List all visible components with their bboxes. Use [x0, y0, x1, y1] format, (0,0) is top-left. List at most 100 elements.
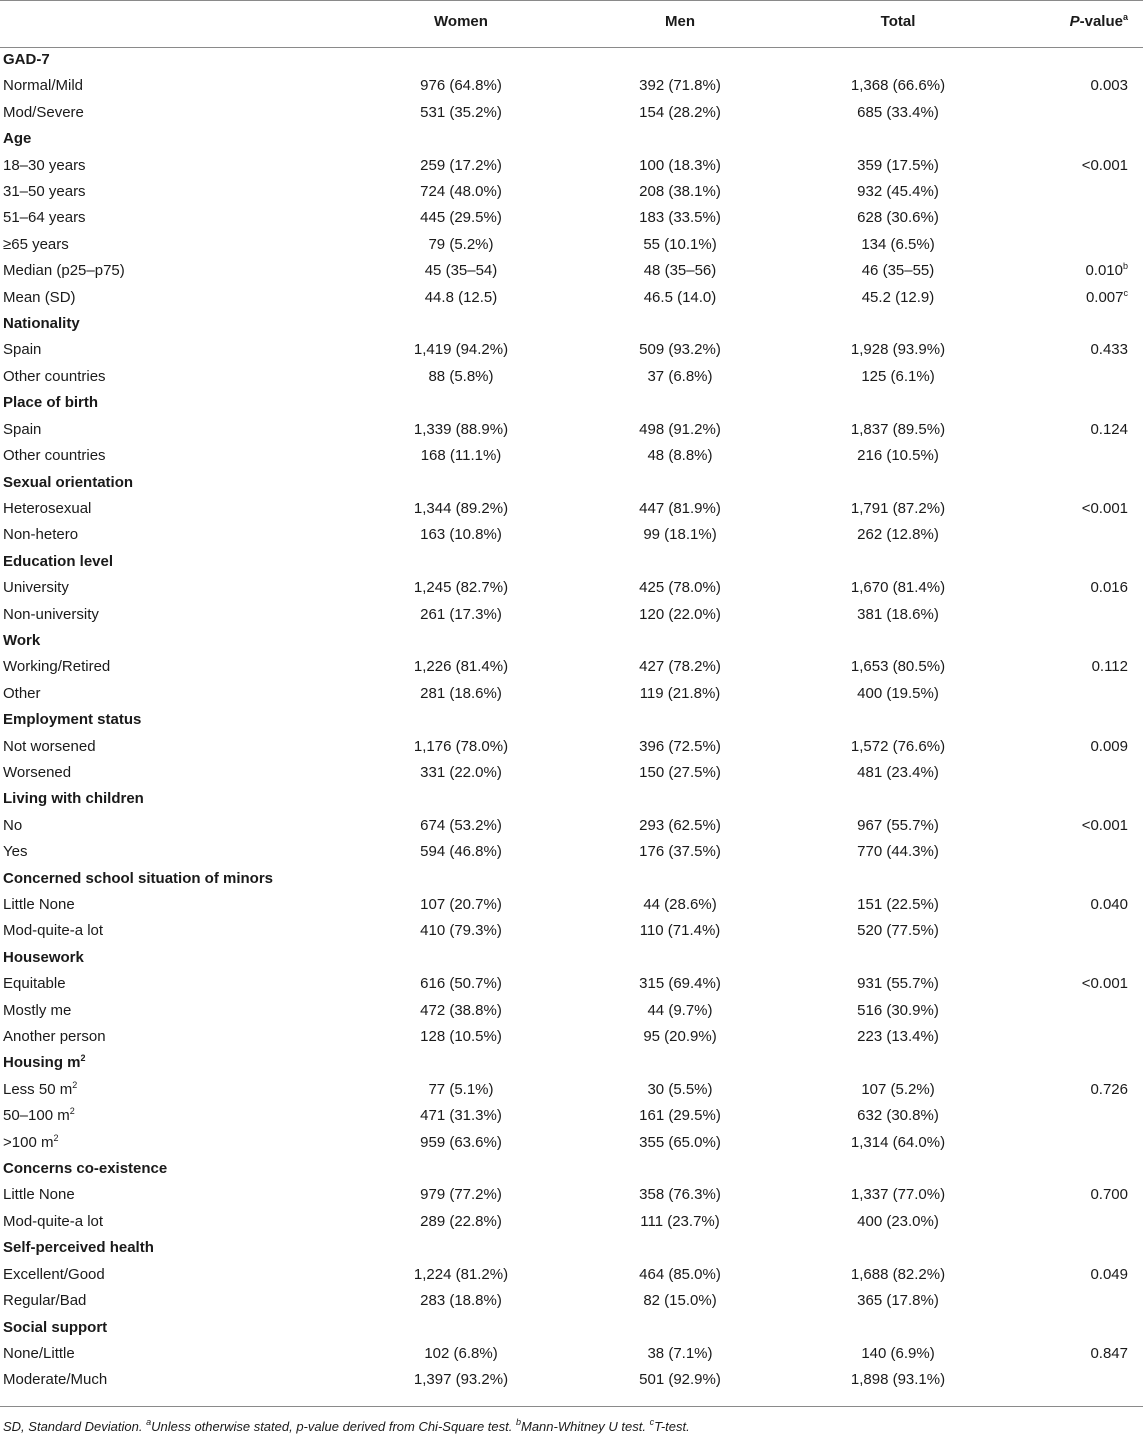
total-value: 1,688 (82.2%) — [798, 1262, 998, 1288]
header-pvalue-sup: a — [1122, 12, 1128, 22]
table-row: Less 50 m2 77 (5.1%) 30 (5.5%) 107 (5.2%) 0.… — [0, 1077, 1143, 1103]
table-row: Yes 594 (46.8%) 176 (37.5%) 770 (44.3%) — [0, 839, 1143, 865]
header-women: Women — [434, 13, 488, 30]
section-label: Self-perceived health — [0, 1235, 360, 1261]
p-value — [998, 1024, 1143, 1050]
men-value: 99 (18.1%) — [562, 522, 798, 548]
p-value: 0.124 — [998, 417, 1143, 443]
men-value: 95 (20.9%) — [562, 1024, 798, 1050]
footnote-sup-c: c — [649, 1417, 655, 1427]
row-label-text: None/Little — [3, 1344, 75, 1362]
women-value: 1,245 (82.7%) — [360, 575, 562, 601]
men-value-text: 425 (78.0%) — [639, 579, 721, 597]
table-row: Working/Retired 1,226 (81.4%) 427 (78.2%) 1… — [0, 654, 1143, 680]
section-row: Housework — [0, 945, 1143, 971]
men-value: 154 (28.2%) — [562, 100, 798, 126]
row-label-sup: 2 — [53, 1132, 59, 1143]
empty-cell — [360, 866, 562, 892]
empty-cell — [360, 945, 562, 971]
empty-cell — [562, 549, 798, 575]
empty-cell — [998, 628, 1143, 654]
table-row: Not worsened 1,176 (78.0%) 396 (72.5%) 1,57… — [0, 734, 1143, 760]
row-label-text: >100 m — [3, 1133, 54, 1151]
women-value: 331 (22.0%) — [360, 760, 562, 786]
empty-cell — [998, 126, 1143, 152]
row-label-text: Mostly me — [3, 1001, 72, 1019]
empty-cell — [562, 945, 798, 971]
women-value-text: 88 (5.8%) — [428, 367, 494, 385]
empty-cell — [360, 470, 562, 496]
empty-cell — [998, 1156, 1143, 1182]
empty-cell — [360, 628, 562, 654]
row-label-text: Regular/Bad — [3, 1292, 87, 1310]
total-value: 931 (55.7%) — [798, 971, 998, 997]
women-value: 107 (20.7%) — [360, 892, 562, 918]
men-value: 30 (5.5%) — [562, 1077, 798, 1103]
women-value: 283 (18.8%) — [360, 1288, 562, 1314]
table-row: Spain 1,339 (88.9%) 498 (91.2%) 1,837 (89.5… — [0, 417, 1143, 443]
row-label-text: Mod-quite-a lot — [3, 1212, 104, 1230]
p-value-text: 0.700 — [1090, 1186, 1128, 1204]
section-label: Nationality — [0, 311, 360, 337]
row-label: ≥65 years — [0, 232, 360, 258]
total-value: 1,670 (81.4%) — [798, 575, 998, 601]
total-value-text: 151 (22.5%) — [857, 896, 939, 913]
women-value: 259 (17.2%) — [360, 153, 562, 179]
section-label-text: Education level — [3, 552, 114, 570]
section-label: Housework — [0, 945, 360, 971]
table-row: Other 281 (18.6%) 119 (21.8%) 400 (19.5%) — [0, 681, 1143, 707]
p-value: 0.433 — [998, 337, 1143, 363]
men-value: 44 (9.7%) — [562, 998, 798, 1024]
total-value: 967 (55.7%) — [798, 813, 998, 839]
p-value-text: 0.007 — [1085, 288, 1124, 306]
row-label: 50–100 m2 — [0, 1103, 360, 1129]
table-row: >100 m2 959 (63.6%) 355 (65.0%) 1,314 (64.0… — [0, 1130, 1143, 1156]
total-value-text: 481 (23.4%) — [857, 763, 939, 781]
table-row: Regular/Bad 283 (18.8%) 82 (15.0%) 365 (17.… — [0, 1288, 1143, 1314]
p-value: 0.847 — [998, 1341, 1143, 1367]
men-value-text: 183 (33.5%) — [639, 209, 721, 227]
p-value-text: 0.112 — [1091, 658, 1128, 676]
empty-cell — [798, 470, 998, 496]
header-total: Total — [880, 13, 916, 30]
men-value: 120 (22.0%) — [562, 602, 798, 628]
table-row: Non-university 261 (17.3%) 120 (22.0%) 381 … — [0, 602, 1143, 628]
table-row: Little None 107 (20.7%) 44 (28.6%) 151 (22.… — [0, 892, 1143, 918]
section-label-text: Concerned school situation of minors — [3, 869, 274, 887]
row-label: Another person — [0, 1024, 360, 1050]
total-value: 932 (45.4%) — [798, 179, 998, 205]
men-value-text: 161 (29.5%) — [639, 1107, 721, 1125]
men-value-text: 208 (38.1%) — [639, 183, 721, 201]
empty-cell — [562, 47, 798, 73]
women-value-text: 102 (6.8%) — [424, 1344, 498, 1362]
men-value: 150 (27.5%) — [562, 760, 798, 786]
men-value-text: 176 (37.5%) — [639, 843, 721, 861]
men-value-text: 396 (72.5%) — [639, 737, 721, 755]
table-row: 31–50 years 724 (48.0%) 208 (38.1%) 932 (45… — [0, 179, 1143, 205]
men-value: 498 (91.2%) — [562, 417, 798, 443]
empty-cell — [360, 126, 562, 152]
row-label: Equitable — [0, 971, 360, 997]
p-value-text: 0.016 — [1090, 579, 1128, 597]
total-value: 46 (35–55) — [798, 258, 998, 284]
total-value: 685 (33.4%) — [798, 100, 998, 126]
men-value-text: 427 (78.2%) — [639, 658, 721, 676]
men-value-text: 501 (92.9%) — [639, 1371, 721, 1389]
men-value: 509 (93.2%) — [562, 337, 798, 363]
table-row: 18–30 years 259 (17.2%) 100 (18.3%) 359 (17… — [0, 153, 1143, 179]
row-label-text: Worsened — [3, 763, 72, 781]
empty-cell — [562, 126, 798, 152]
section-label-text: Sexual orientation — [3, 473, 134, 491]
row-label-text: Equitable — [3, 975, 66, 993]
men-value: 38 (7.1%) — [562, 1341, 798, 1367]
table-row: Excellent/Good 1,224 (81.2%) 464 (85.0%) 1,… — [0, 1262, 1143, 1288]
men-value: 315 (69.4%) — [562, 971, 798, 997]
men-value-text: 120 (22.0%) — [639, 605, 721, 623]
men-value-text: 100 (18.3%) — [639, 156, 721, 174]
total-value: 365 (17.8%) — [798, 1288, 998, 1314]
p-value-text: 0.433 — [1090, 341, 1128, 359]
row-label: Spain — [0, 337, 360, 363]
total-value-text: 1,898 (93.1%) — [850, 1371, 946, 1389]
empty-cell — [998, 707, 1143, 733]
